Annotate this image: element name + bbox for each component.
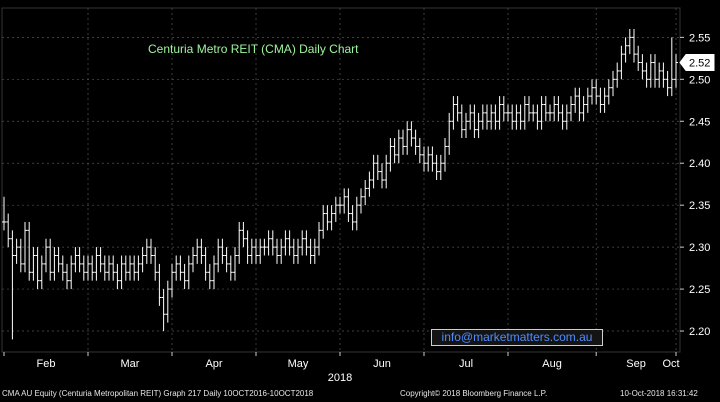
x-tick-label: Feb <box>37 358 56 370</box>
x-year-label: 2018 <box>328 372 352 384</box>
footer-bar: CMA AU Equity (Centuria Metropolitan REI… <box>0 384 720 402</box>
watermark-link[interactable]: info@marketmatters.com.au <box>431 329 603 346</box>
footer-copyright: Copyright© 2018 Bloomberg Finance L.P. <box>400 389 548 398</box>
y-tick-label: 2.25 <box>689 284 710 296</box>
last-price-flag <box>679 54 715 72</box>
chart-title: Centuria Metro REIT (CMA) Daily Chart <box>148 42 359 56</box>
y-tick-label: 2.45 <box>689 116 710 128</box>
y-tick-label: 2.55 <box>689 32 710 44</box>
x-tick-label: Aug <box>542 358 562 370</box>
x-tick-label: May <box>288 358 309 370</box>
y-tick-label: 2.20 <box>689 326 710 338</box>
y-tick-label: 2.35 <box>689 200 710 212</box>
y-tick-label: 2.50 <box>689 74 710 86</box>
y-tick-label: 2.30 <box>689 242 710 254</box>
x-tick-label: Oct <box>662 358 679 370</box>
y-tick-label: 2.40 <box>689 158 710 170</box>
x-tick-label: Mar <box>121 358 140 370</box>
x-tick-label: Jul <box>459 358 473 370</box>
x-tick-label: Apr <box>205 358 222 370</box>
plot-frame <box>1 7 681 353</box>
x-tick-label: Jun <box>373 358 391 370</box>
last-price-label: 2.52 <box>689 58 710 70</box>
x-tick-label: Sep <box>626 358 646 370</box>
footer-security-info: CMA AU Equity (Centuria Metropolitan REI… <box>2 389 314 398</box>
footer-timestamp: 10-Oct-2018 16:31:42 <box>620 389 698 398</box>
